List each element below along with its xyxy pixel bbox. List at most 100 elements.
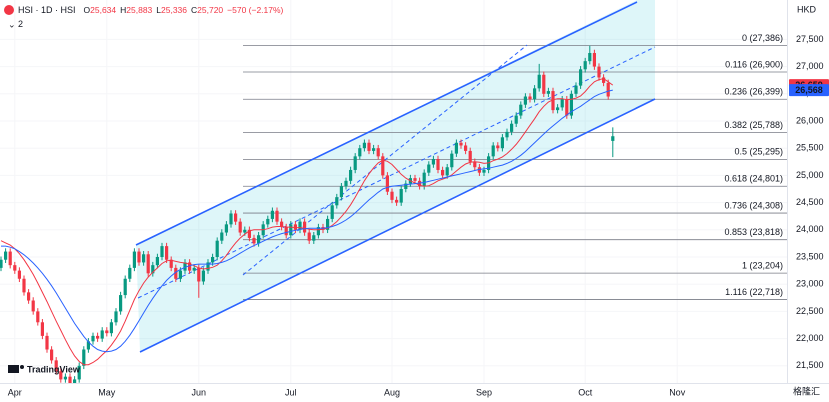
indicators-toggle[interactable]: ⌄ 2 [8, 19, 23, 29]
candle-body [537, 74, 541, 89]
candles [0, 45, 615, 383]
x-tick-label: Aug [384, 387, 400, 397]
candle-body [27, 292, 31, 301]
candle-body [372, 148, 376, 151]
candle-body [36, 311, 40, 323]
candle-body [422, 172, 426, 187]
y-tick-label: 21,500 [796, 360, 824, 370]
x-tick-label: Sep [476, 387, 492, 397]
candle-body [326, 218, 330, 230]
y-tick-label: 24,000 [796, 224, 824, 234]
y-tick-label: 25,000 [796, 170, 824, 180]
watermark: 格隆汇 [793, 385, 820, 396]
candle-body [312, 235, 316, 241]
channel-midline [137, 46, 656, 299]
trend-line [242, 44, 528, 276]
candle-body [450, 153, 454, 168]
candle-body [307, 232, 311, 241]
candle-body [192, 267, 196, 271]
y-tick-label: 26,000 [796, 115, 824, 125]
candle-body [441, 169, 445, 176]
ohlc-key: L [156, 5, 161, 15]
candle-body [284, 227, 288, 236]
candle-body [344, 180, 348, 187]
channel-upper [135, 1, 638, 246]
candle-body [528, 96, 532, 100]
fib-label: 0.618 (24,801) [724, 174, 783, 184]
candle-body [31, 300, 35, 312]
logo-mark [8, 365, 19, 373]
candle-body [551, 91, 555, 111]
candle-body [63, 376, 67, 380]
candle-body [556, 107, 560, 111]
candle-body [418, 180, 422, 187]
candle-body [385, 175, 389, 192]
candle-body [8, 251, 12, 266]
y-tick-label: 23,500 [796, 251, 824, 261]
candle-body [500, 137, 504, 149]
logo-text: TradingView [27, 364, 81, 374]
candle-body [454, 142, 458, 154]
candle-body [188, 262, 192, 271]
candle-body [303, 221, 307, 233]
candle-body [353, 156, 357, 170]
candle-body [289, 224, 293, 236]
candle-body [362, 142, 366, 149]
price-label: 26,568 [795, 85, 823, 95]
candle-body [505, 131, 509, 138]
x-tick-label: Apr [8, 387, 22, 397]
candle-body [335, 197, 339, 206]
x-tick-label: May [98, 387, 116, 397]
candle-body [128, 267, 132, 279]
candle-body [298, 221, 302, 230]
candle-body [169, 259, 173, 268]
candle-body [395, 199, 399, 203]
candle-body [542, 74, 546, 94]
candle-body [427, 164, 431, 173]
fib-label: 0.236 (26,399) [724, 87, 783, 97]
candle-body [82, 349, 86, 366]
candle-body [257, 235, 261, 244]
candle-body [50, 349, 54, 361]
ohlc-key: O [84, 5, 91, 15]
logo-dot [20, 365, 24, 369]
tv-logo: TradingView [8, 364, 81, 374]
candle-body [436, 159, 440, 170]
candle-body [234, 213, 238, 222]
candle-body [96, 335, 100, 339]
candle-body [183, 262, 187, 271]
candle-body [100, 330, 104, 339]
candle-body [390, 191, 394, 200]
x-tick-label: Jun [192, 387, 207, 397]
candle-body [22, 278, 26, 293]
candle-body [160, 246, 164, 258]
candle-body [238, 221, 242, 233]
candle-body [597, 66, 601, 78]
plot-area: 0 (27,386) 0.116 (26,900) 0.236 (26,399) 0.… [0, 0, 787, 383]
candle-body [431, 159, 435, 165]
fib-label: 0.5 (25,295) [734, 147, 783, 157]
candle-body [54, 360, 58, 372]
candle-body [280, 221, 284, 228]
candle-body [583, 61, 587, 70]
header-legend: HSI · 1D · HSI O25,634 H25,883 L25,336 C25,7… [18, 5, 284, 15]
candle-body [109, 322, 113, 334]
candle-body [119, 295, 123, 312]
candle-body [247, 229, 251, 238]
candle-body [59, 371, 63, 380]
candle-body [316, 227, 320, 236]
symbol-icon [4, 5, 14, 15]
candle-body [114, 311, 118, 323]
price-label-box [789, 84, 829, 97]
change: −570 (−2.17%) [227, 5, 283, 15]
candle-body [123, 278, 127, 296]
fib-label: 0.116 (26,900) [725, 59, 783, 69]
candle-body [510, 123, 514, 132]
candle-body [215, 240, 219, 258]
candle-body [105, 330, 109, 334]
candle-body [275, 210, 279, 222]
candle-body [270, 210, 274, 219]
candle-body [569, 93, 573, 116]
candle-body [574, 85, 578, 94]
